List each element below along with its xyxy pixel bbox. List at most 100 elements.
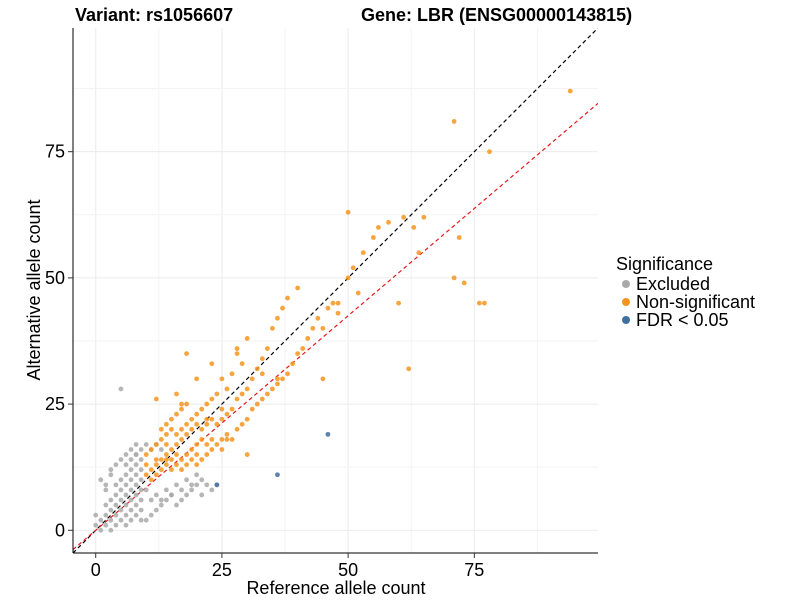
point-non-significant — [224, 411, 230, 417]
point-excluded — [123, 482, 129, 488]
point-non-significant — [189, 416, 195, 422]
point-non-significant — [214, 421, 220, 427]
point-excluded — [103, 482, 109, 488]
point-excluded — [118, 487, 124, 493]
point-non-significant — [174, 462, 179, 468]
point-non-significant — [386, 219, 391, 225]
legend-marker — [622, 298, 630, 306]
point-non-significant — [143, 452, 149, 457]
point-excluded — [103, 487, 109, 493]
point-non-significant — [204, 421, 210, 427]
point-non-significant — [189, 447, 195, 452]
point-non-significant — [169, 457, 174, 463]
point-non-significant — [148, 467, 154, 473]
point-non-significant — [163, 452, 169, 457]
reference-lines — [73, 28, 598, 553]
y-tick-label: 75 — [45, 142, 65, 162]
point-non-significant — [209, 437, 215, 442]
x-tick-label: 25 — [212, 560, 232, 580]
point-non-significant — [179, 406, 184, 412]
point-excluded — [128, 487, 134, 493]
point-non-significant — [189, 457, 195, 463]
point-excluded — [118, 477, 124, 483]
point-excluded — [103, 512, 109, 518]
point-excluded — [163, 487, 169, 493]
point-excluded — [133, 482, 139, 488]
point-excluded — [108, 467, 114, 473]
point-excluded — [108, 472, 114, 478]
point-excluded — [123, 502, 129, 508]
point-non-significant — [163, 462, 169, 468]
point-non-significant — [224, 437, 230, 442]
point-excluded — [103, 502, 109, 508]
point-excluded — [174, 482, 179, 488]
point-non-significant — [487, 149, 492, 155]
point-non-significant — [370, 235, 376, 240]
point-excluded — [189, 482, 195, 488]
point-excluded — [179, 487, 184, 493]
point-non-significant — [174, 411, 179, 417]
point-non-significant — [406, 366, 412, 372]
point-non-significant — [174, 442, 179, 447]
point-non-significant — [158, 426, 164, 432]
point-excluded — [98, 517, 104, 523]
point-non-significant — [194, 452, 200, 457]
point-non-significant — [229, 371, 235, 377]
point-non-significant — [244, 416, 250, 422]
point-excluded — [123, 462, 129, 468]
point-non-significant — [204, 401, 210, 407]
point-non-significant — [411, 224, 417, 230]
point-non-significant — [275, 376, 280, 382]
point-non-significant — [169, 447, 174, 452]
point-excluded — [123, 472, 129, 478]
point-excluded — [174, 502, 179, 508]
title-gene: Gene: LBR (ENSG00000143815) — [361, 5, 632, 25]
point-non-significant — [320, 376, 326, 382]
point-non-significant — [482, 300, 487, 306]
point-non-significant — [148, 447, 154, 452]
point-non-significant — [345, 275, 351, 281]
point-non-significant — [244, 452, 250, 457]
point-excluded — [128, 477, 134, 483]
point-non-significant — [461, 280, 467, 286]
point-non-significant — [169, 416, 174, 422]
point-non-significant — [330, 300, 336, 306]
point-non-significant — [249, 376, 255, 382]
point-non-significant — [179, 467, 184, 473]
point-fdr-0-05 — [275, 472, 280, 478]
point-excluded — [194, 482, 200, 488]
point-non-significant — [184, 351, 189, 357]
point-non-significant — [143, 462, 149, 468]
point-excluded — [128, 517, 134, 523]
point-non-significant — [194, 442, 200, 447]
point-excluded — [179, 497, 184, 503]
point-excluded — [133, 492, 139, 498]
point-non-significant — [219, 376, 225, 382]
point-non-significant — [244, 386, 250, 392]
point-excluded — [113, 512, 119, 518]
point-non-significant — [199, 406, 205, 412]
point-excluded — [113, 502, 119, 508]
point-excluded — [133, 442, 139, 447]
point-excluded — [194, 472, 200, 478]
point-excluded — [93, 512, 99, 518]
point-non-significant — [416, 250, 422, 256]
point-non-significant — [376, 224, 381, 230]
point-non-significant — [264, 391, 270, 397]
point-non-significant — [153, 396, 159, 402]
axes: 0 25 50 75 0 25 50 75 — [45, 28, 598, 580]
x-tick-label: 75 — [464, 560, 484, 580]
point-non-significant — [209, 361, 215, 367]
point-non-significant — [153, 442, 159, 447]
y-tick-label: 50 — [45, 268, 65, 288]
point-non-significant — [451, 275, 457, 281]
point-excluded — [153, 492, 159, 498]
point-fdr-0-05 — [325, 431, 331, 437]
point-excluded — [118, 497, 124, 503]
y-tick-label: 25 — [45, 394, 65, 414]
point-non-significant — [194, 376, 200, 382]
point-non-significant — [335, 300, 341, 306]
point-excluded — [128, 507, 134, 513]
point-non-significant — [401, 214, 407, 220]
point-non-significant — [209, 416, 215, 422]
